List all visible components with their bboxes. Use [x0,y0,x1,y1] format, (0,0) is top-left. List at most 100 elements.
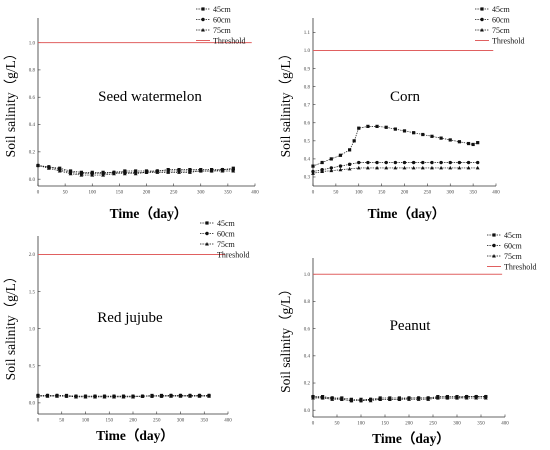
y-tick-label: 0.5 [304,140,311,145]
x-tick-label: 50 [59,419,65,424]
x-tick-label: 350 [477,422,485,427]
x-tick-label: 200 [143,191,151,196]
data-point [411,160,416,165]
series-75cm [311,165,480,175]
data-point [393,165,398,170]
y-tick-label: 0.2 [29,151,36,156]
x-tick-label: 150 [116,191,124,196]
x-tick-label: 300 [177,419,185,424]
data-point [198,168,203,173]
data-point [197,394,202,398]
data-point [375,165,379,170]
x-tick-label: 400 [251,191,259,196]
data-point [311,164,315,168]
data-point [133,171,138,176]
data-point [64,394,69,398]
x-tick-label: 300 [447,191,455,196]
data-point [412,131,416,135]
y-tick-label: 0.6 [304,327,311,332]
data-point [347,162,352,167]
series-75cm [311,395,488,403]
data-point [339,397,344,401]
x-tick-label: 200 [405,422,413,427]
data-point [448,165,453,170]
y-axis-label: Soil salinity（g/L） [278,47,293,158]
legend-swatch-marker [492,243,496,248]
legend-label: 75cm [504,252,523,261]
data-point [397,397,402,401]
y-tick-label: 0.4 [304,158,311,163]
y-tick-label: 0.6 [29,96,36,101]
x-tick-label: 0 [312,191,315,196]
data-point [68,171,73,176]
legend-label: Threshold [217,250,249,259]
legend-swatch-marker [480,28,484,32]
y-tick-label: 1.5 [29,290,36,295]
legend-label: 60cm [504,241,523,250]
data-point [384,165,389,170]
data-point [411,165,416,170]
legend-swatch-marker [205,242,209,246]
x-tick-label: 50 [63,191,69,196]
data-point [387,397,392,401]
data-point [36,394,40,398]
data-point [122,171,127,176]
data-point [155,170,160,174]
data-point [209,168,214,173]
data-point [366,124,370,128]
data-point [435,395,440,400]
data-point [384,160,388,165]
data-point [439,136,443,140]
series-line [312,126,478,167]
data-point [349,398,354,403]
data-point [357,126,361,130]
y-tick-label: 2.0 [29,253,36,258]
data-point [166,170,171,174]
data-point [426,397,431,401]
y-tick-label: 0.2 [304,382,311,387]
data-point [464,395,469,400]
data-point [55,394,59,398]
data-point [188,394,192,398]
y-tick-label: 0.9 [304,67,311,72]
data-point [45,394,50,398]
data-point [366,165,370,170]
y-tick-label: 1.0 [29,327,36,332]
legend-swatch-marker [201,7,205,11]
y-tick-label: 0.4 [29,123,36,128]
chart-panel-3: 0 50 100 150 200 250 300 350 400 0.0 0.5 1.0 1.5 2.0 R… [3,219,249,443]
data-point [475,165,480,170]
x-tick-label: 100 [357,422,365,427]
data-point [375,124,379,128]
data-point [366,160,370,165]
data-point [311,171,315,175]
data-point [384,125,388,129]
x-axis-label: Time（day） [110,206,188,221]
data-point [393,160,398,165]
data-point [159,394,164,398]
data-point [430,134,434,138]
data-point [402,165,407,170]
data-point [421,132,425,137]
legend-swatch-marker [205,221,209,225]
data-point [46,166,51,170]
legend-label: 60cm [213,15,232,24]
x-tick-label: 250 [424,191,432,196]
x-tick-label: 250 [153,419,161,424]
y-tick-label: 0.8 [304,300,311,305]
data-point [448,160,452,165]
legend-label: Threshold [213,36,245,45]
y-tick-label: 1.0 [304,273,311,278]
data-point [178,394,183,398]
data-point [338,164,343,168]
x-axis-label: Time（day） [368,206,446,221]
data-point [188,170,192,174]
series-60cm [311,160,480,174]
y-axis-label: Soil salinity（g/L） [278,282,293,393]
data-point [144,170,149,174]
legend-label: 60cm [217,229,236,238]
legend-label: Threshold [492,36,524,45]
legend-swatch-marker [480,7,484,11]
data-point [348,148,352,152]
